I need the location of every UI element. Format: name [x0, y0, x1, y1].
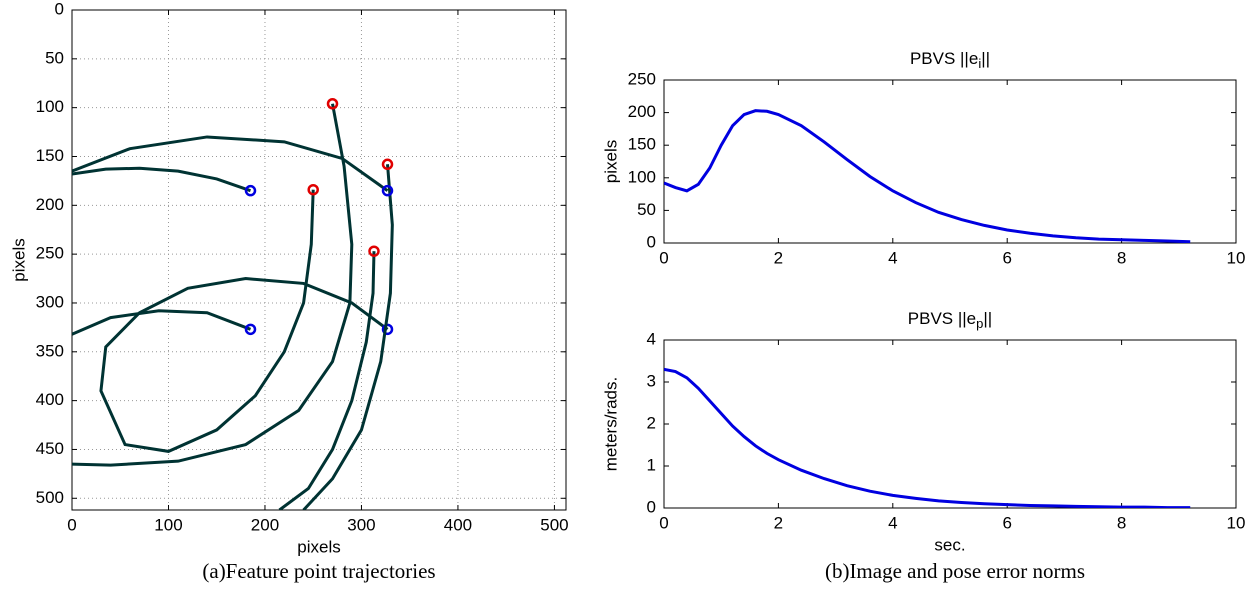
data-line: [72, 251, 376, 510]
x-tick-label: 400: [444, 515, 472, 534]
y-tick-label: 0: [647, 497, 656, 516]
y-tick-label: 50: [45, 48, 64, 67]
y-tick-label: 0: [55, 0, 64, 18]
caption: (b)Image and pose error norms: [825, 559, 1085, 583]
x-tick-label: 2: [774, 248, 783, 267]
x-tick-label: 6: [1002, 248, 1011, 267]
end-marker: [381, 184, 394, 197]
x-tick-label: 200: [251, 515, 279, 534]
y-axis-label: pixels: [9, 238, 28, 281]
data-line: [664, 367, 1191, 508]
y-axis-label: meters/rads.: [601, 377, 620, 471]
y-tick-label: 250: [36, 244, 64, 263]
x-tick-label: 500: [540, 515, 568, 534]
x-tick-label: 8: [1117, 513, 1126, 532]
y-tick-label: 2: [647, 413, 656, 432]
x-tick-label: 10: [1227, 513, 1246, 532]
y-tick-label: 4: [647, 329, 656, 348]
y-tick-label: 300: [36, 292, 64, 311]
y-tick-label: 150: [628, 135, 656, 154]
plot-frame: [663, 79, 1237, 244]
y-tick-label: 3: [647, 371, 656, 390]
x-tick-label: 0: [67, 515, 76, 534]
x-tick-label: 4: [888, 513, 897, 532]
data-line: [664, 109, 1191, 243]
y-tick-label: 500: [36, 488, 64, 507]
x-axis-label: sec.: [934, 535, 965, 554]
y-tick-label: 200: [628, 102, 656, 121]
end-marker: [381, 323, 394, 336]
x-tick-label: 0: [659, 248, 668, 267]
plot-frame: [71, 9, 567, 511]
start-marker: [368, 245, 380, 257]
y-tick-label: 50: [637, 200, 656, 219]
title-suffix: ||: [983, 309, 992, 328]
y-tick-label: 200: [36, 195, 64, 214]
y-tick-label: 250: [628, 69, 656, 88]
x-tick-label: 6: [1002, 513, 1011, 532]
y-tick-label: 450: [36, 439, 64, 458]
x-tick-label: 0: [659, 513, 668, 532]
caption: (a)Feature point trajectories: [202, 559, 435, 583]
chart-title: PBVS ||ei||: [910, 49, 990, 71]
x-tick-label: 300: [347, 515, 375, 534]
title-subscript: i: [978, 56, 981, 71]
start-marker: [326, 98, 339, 110]
x-tick-label: 10: [1227, 248, 1246, 267]
title-text: PBVS ||e: [910, 49, 978, 68]
x-tick-label: 8: [1117, 248, 1126, 267]
y-tick-label: 100: [628, 167, 656, 186]
data-line: [72, 103, 389, 467]
y-tick-label: 0: [647, 232, 656, 251]
y-tick-label: 350: [36, 341, 64, 360]
plot-frame: [663, 339, 1237, 509]
y-tick-label: 400: [36, 390, 64, 409]
title-subscript: p: [976, 316, 983, 331]
start-marker: [381, 158, 394, 171]
x-axis-label: pixels: [297, 537, 340, 556]
data-line: [72, 164, 394, 510]
y-tick-label: 1: [647, 455, 656, 474]
chart-title: PBVS ||ep||: [908, 309, 992, 331]
y-tick-label: 100: [36, 97, 64, 116]
y-tick-label: 150: [36, 146, 64, 165]
title-text: PBVS ||e: [908, 309, 976, 328]
y-axis-label: pixels: [601, 140, 620, 183]
x-tick-label: 2: [774, 513, 783, 532]
end-marker: [244, 323, 257, 336]
title-suffix: ||: [981, 49, 990, 68]
data-line: [99, 189, 389, 453]
x-tick-label: 100: [154, 515, 182, 534]
x-tick-label: 4: [888, 248, 897, 267]
end-marker: [244, 184, 257, 197]
start-marker: [307, 183, 319, 196]
